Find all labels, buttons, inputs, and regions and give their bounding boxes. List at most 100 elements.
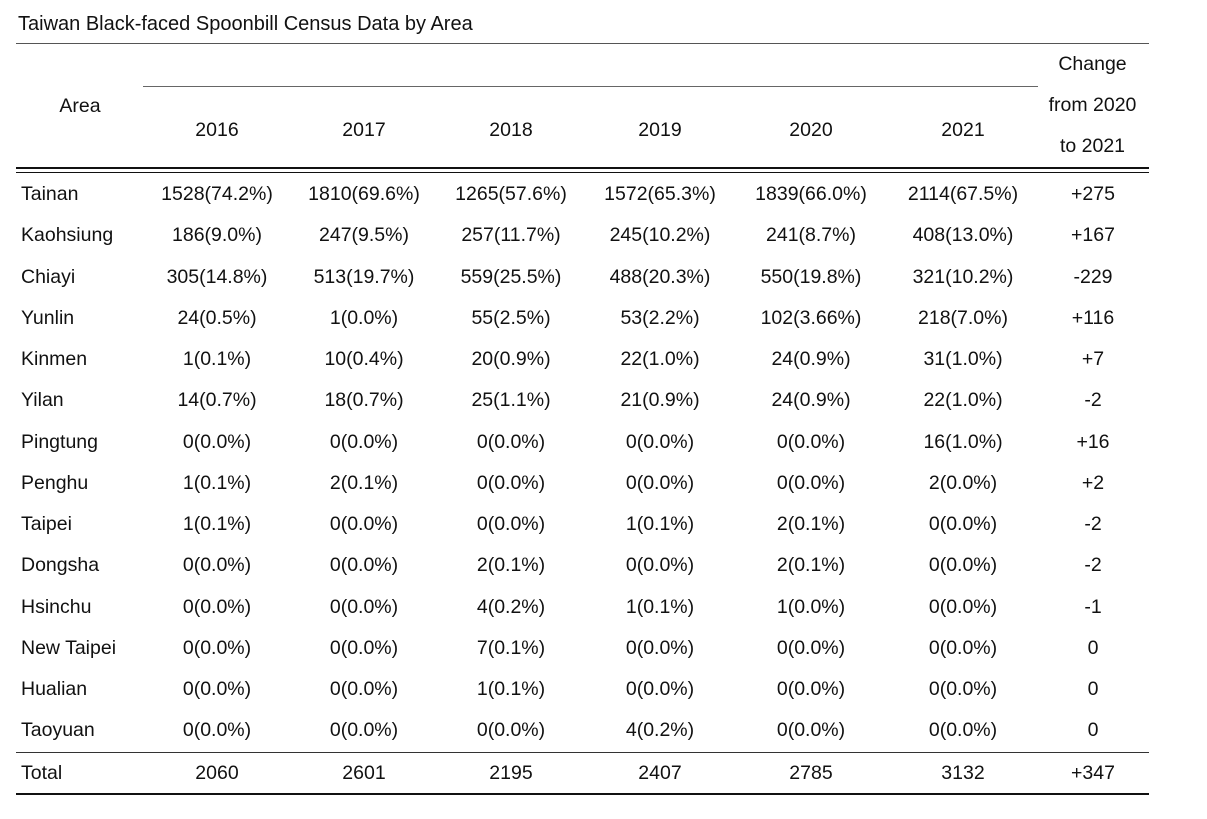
count-cell: 0(0.0%) [928,719,998,742]
count-cell: 1(0.1%) [182,513,252,535]
year-header-3: 2019 [638,119,682,141]
table-row: New Taipei 0(0.0%) 0(0.0%) 7(0.1%) 0(0.0%) 0(… [16,628,1149,669]
count-cell: 0(0.0%) [928,595,998,618]
area-cell: Hsinchu [21,595,92,618]
change-cell: -2 [1084,554,1102,577]
count-cell: 1(0.0%) [329,306,399,329]
total-cell: 2060 [195,762,239,784]
change-cell: +167 [1071,224,1115,247]
count-cell: 0(0.0%) [776,430,846,453]
total-cell: 2195 [489,762,533,784]
count-cell: 102(3.66%) [760,306,862,329]
count-cell: 1(0.1%) [182,471,252,494]
table-row: Taoyuan 0(0.0%) 0(0.0%) 0(0.0%) 4(0.2%) 0(0.0… [16,710,1149,751]
change-cell: +275 [1071,183,1115,205]
count-cell: 0(0.0%) [928,636,998,659]
count-cell: 16(1.0%) [923,430,1003,453]
count-cell: 25(1.1%) [471,389,551,412]
area-cell: Taoyuan [21,719,95,742]
count-cell: 0(0.0%) [476,719,546,742]
count-cell: 0(0.0%) [329,678,399,700]
count-cell: 2(0.1%) [476,554,546,577]
table-row: Pingtung 0(0.0%) 0(0.0%) 0(0.0%) 0(0.0%) 0(0.… [16,422,1149,463]
area-cell: Yilan [21,389,64,412]
count-cell: 0(0.0%) [625,636,695,659]
total-cell: 2785 [789,762,833,784]
count-cell: 0(0.0%) [476,513,546,535]
table-top-rule [16,43,1149,44]
count-cell: 1839(66.0%) [755,183,867,205]
count-cell: 0(0.0%) [776,719,846,742]
count-cell: 31(1.0%) [923,348,1003,370]
change-cell: +16 [1076,430,1110,453]
count-cell: 0(0.0%) [776,471,846,494]
count-cell: 0(0.0%) [182,636,252,659]
count-cell: 0(0.0%) [476,471,546,494]
count-cell: 24(0.5%) [177,306,257,329]
change-cell: 0 [1087,636,1099,659]
area-cell: Dongsha [21,554,100,577]
count-cell: 24(0.9%) [771,389,851,412]
table-body: Tainan 1528(74.2%) 1810(69.6%) 1265(57.6%) 1… [16,174,1149,752]
count-cell: 14(0.7%) [177,389,257,412]
change-cell: -2 [1084,513,1102,535]
count-cell: 408(13.0%) [912,224,1014,247]
area-cell: Kinmen [21,348,88,370]
table-row: Penghu 1(0.1%) 2(0.1%) 0(0.0%) 0(0.0%) 0(0.0%… [16,463,1149,504]
count-cell: 0(0.0%) [329,513,399,535]
count-cell: 488(20.3%) [609,265,711,288]
count-cell: 0(0.0%) [182,430,252,453]
count-cell: 559(25.5%) [460,265,562,288]
year-header-0: 2016 [195,119,239,141]
table-row: Taipei 1(0.1%) 0(0.0%) 0(0.0%) 1(0.1%) 2(0.1%… [16,504,1149,545]
count-cell: 0(0.0%) [928,513,998,535]
year-header-5: 2021 [941,119,985,141]
change-cell: 0 [1087,678,1099,700]
count-cell: 0(0.0%) [182,719,252,742]
total-row: Total 2060 2601 2195 2407 2785 3132 +347 [16,753,1149,793]
change-column-header: Change from 2020 to 2021 [1036,44,1149,167]
count-cell: 0(0.0%) [329,554,399,577]
count-cell: 2(0.1%) [329,471,399,494]
total-cell: 3132 [941,762,985,784]
table-row: Hualian 0(0.0%) 0(0.0%) 1(0.1%) 0(0.0%) 0(0.0… [16,669,1149,710]
table-bottom-rule [16,793,1149,795]
change-header-line-1: Change [1058,53,1127,75]
header-double-rule-upper [16,167,1149,169]
count-cell: 0(0.0%) [329,595,399,618]
count-cell: 1(0.1%) [625,513,695,535]
count-cell: 53(2.2%) [620,306,700,329]
count-cell: 513(19.7%) [313,265,415,288]
total-cell: 2407 [638,762,682,784]
table-row: Yilan 14(0.7%) 18(0.7%) 25(1.1%) 21(0.9%) 24(… [16,380,1149,421]
table-row: Kaohsiung 186(9.0%) 247(9.5%) 257(11.7%) 245… [16,215,1149,256]
area-cell: New Taipei [21,636,117,659]
count-cell: 0(0.0%) [928,678,998,700]
count-cell: 0(0.0%) [625,678,695,700]
count-cell: 0(0.0%) [182,678,252,700]
change-cell: -1 [1084,595,1102,618]
count-cell: 186(9.0%) [172,224,262,247]
count-cell: 0(0.0%) [329,430,399,453]
count-cell: 21(0.9%) [620,389,700,412]
count-cell: 55(2.5%) [471,306,551,329]
count-cell: 2(0.1%) [776,513,846,535]
change-header-line-3: to 2021 [1059,135,1126,157]
change-cell: 0 [1087,719,1099,742]
count-cell: 0(0.0%) [182,595,252,618]
table-row: Dongsha 0(0.0%) 0(0.0%) 2(0.1%) 0(0.0%) 2(0.1… [16,545,1149,586]
count-cell: 1(0.1%) [476,678,546,700]
count-cell: 1810(69.6%) [308,183,420,205]
count-cell: 20(0.9%) [471,348,551,370]
year-group-rule [143,86,1038,87]
total-change-cell: +347 [1071,762,1115,784]
total-label: Total [21,762,63,784]
change-header-line-2: from 2020 [1048,94,1137,116]
count-cell: 1572(65.3%) [604,183,716,205]
count-cell: 0(0.0%) [329,636,399,659]
table-row: Tainan 1528(74.2%) 1810(69.6%) 1265(57.6%) 1… [16,174,1149,215]
area-cell: Hualian [21,678,88,700]
count-cell: 18(0.7%) [324,389,404,412]
table-caption: Taiwan Black-faced Spoonbill Census Data… [18,13,473,35]
count-cell: 1(0.0%) [776,595,846,618]
